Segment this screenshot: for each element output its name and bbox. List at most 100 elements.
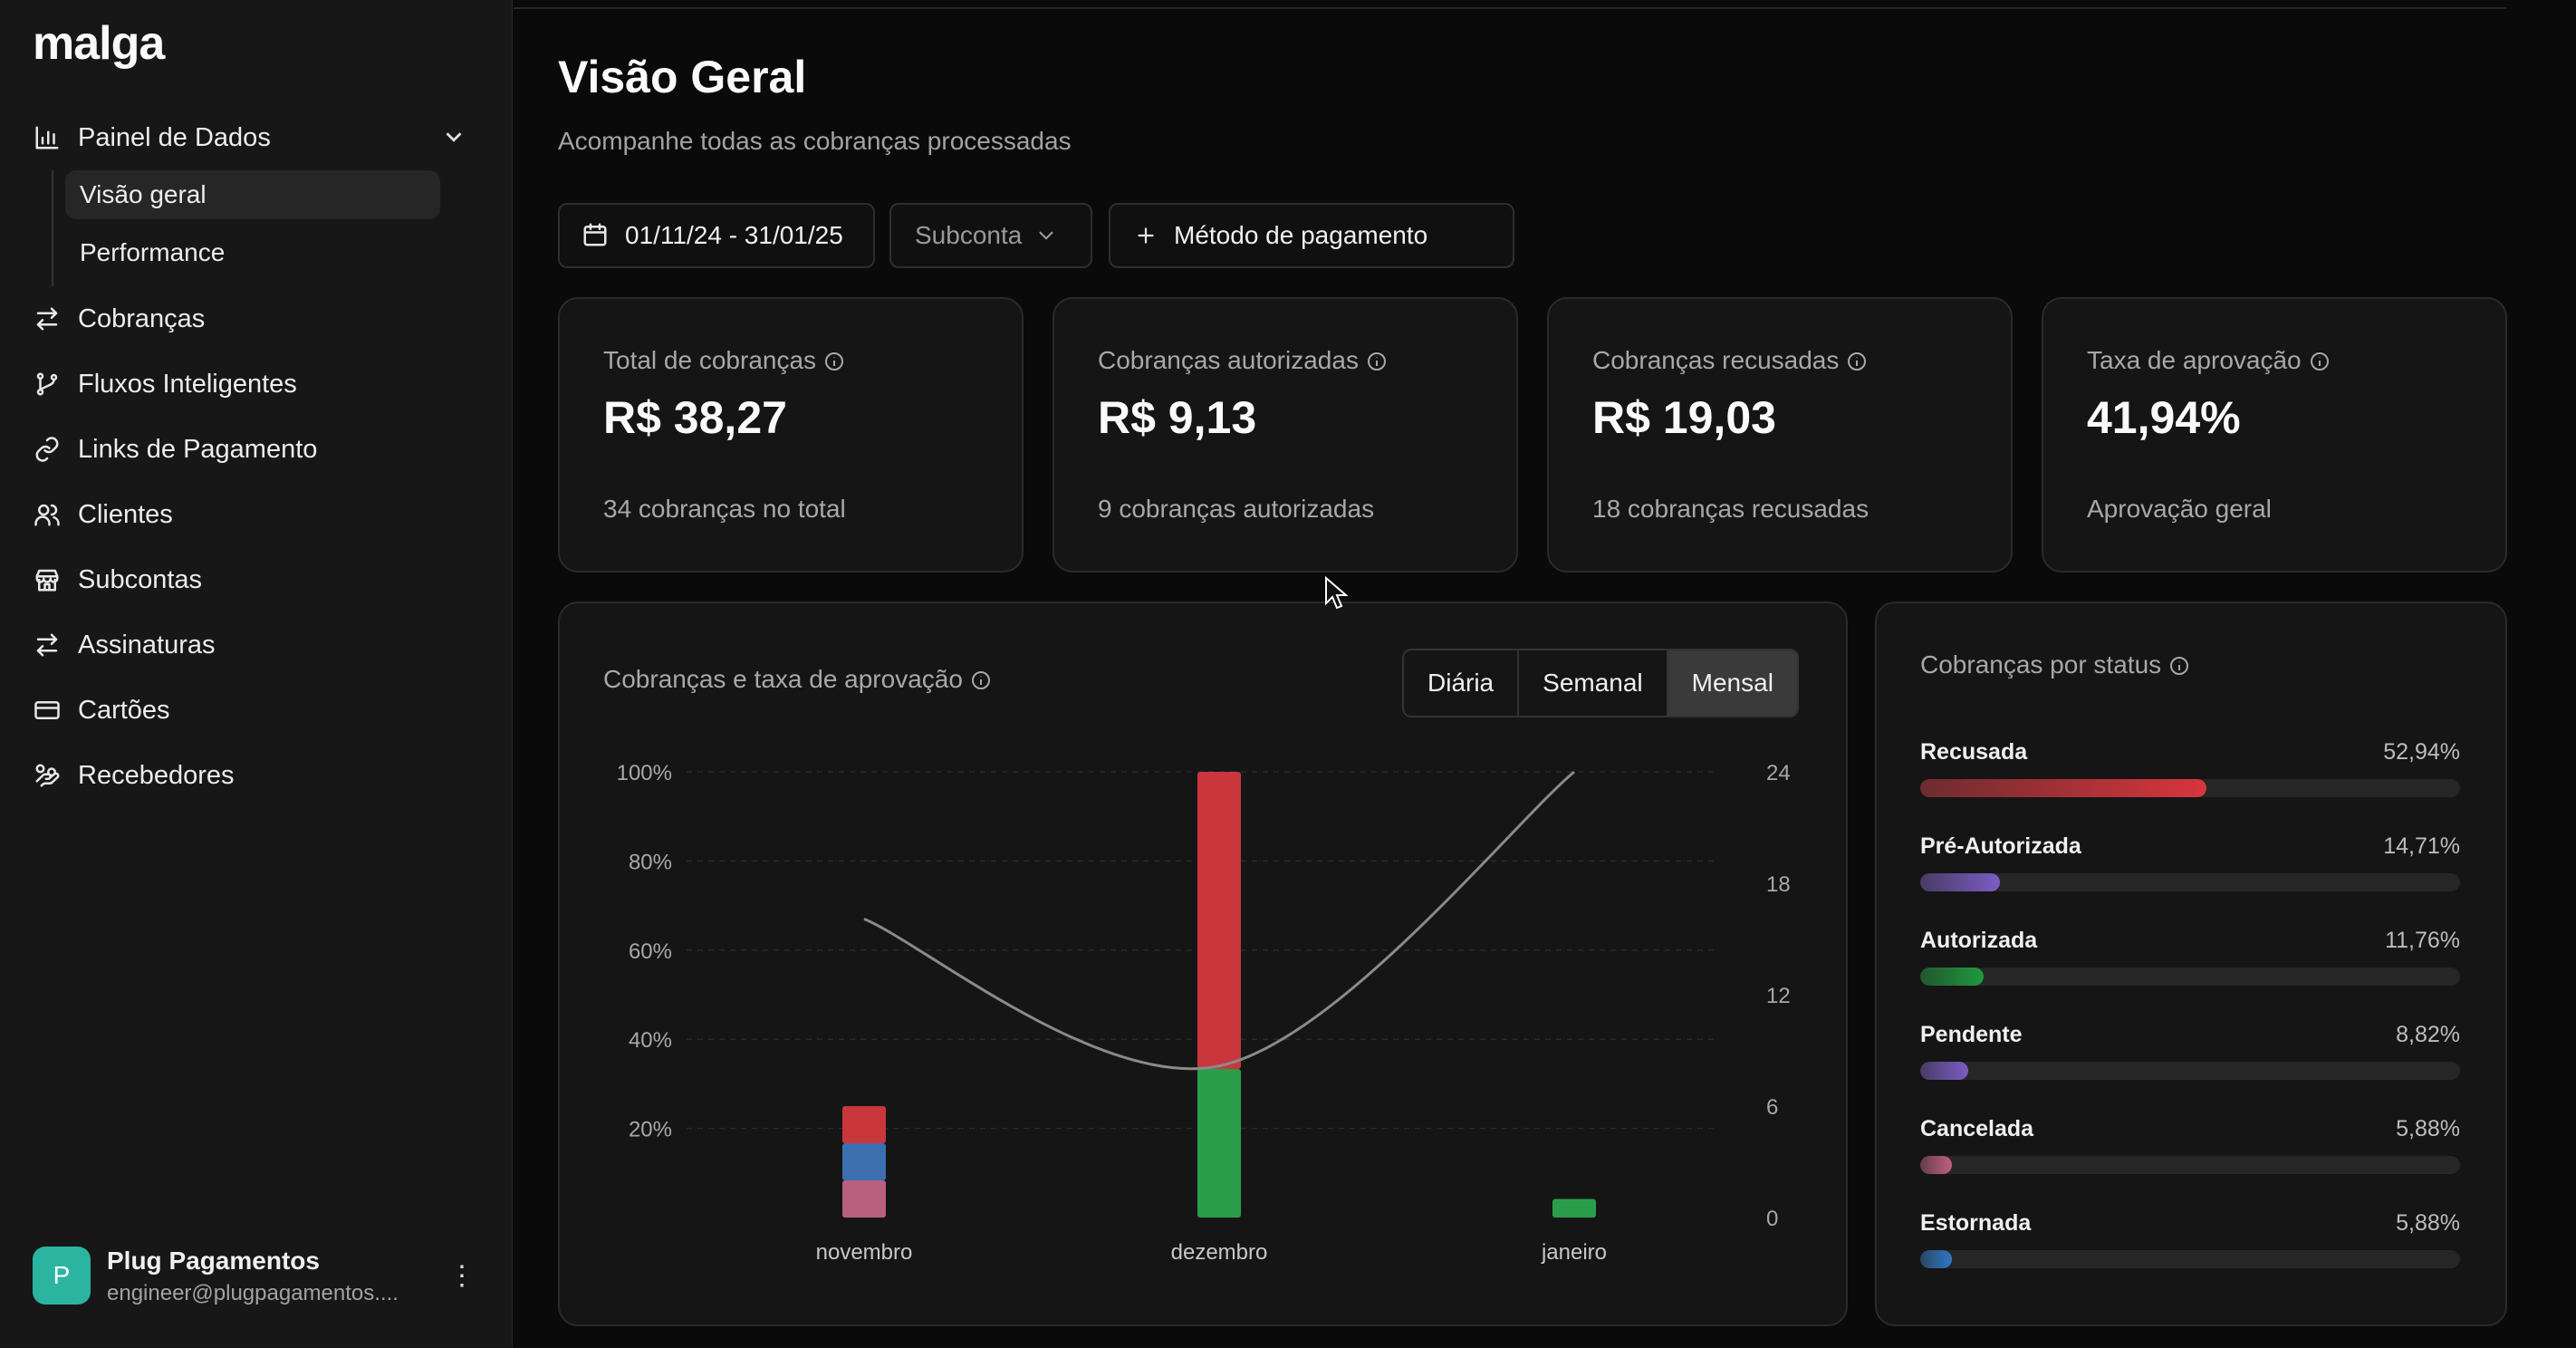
page-subtitle: Acompanhe todas as cobranças processadas — [558, 127, 1072, 155]
nav-item-label: Subcontas — [78, 564, 203, 594]
status-percent: 52,94% — [2383, 739, 2460, 765]
plus-icon — [1134, 224, 1158, 247]
card-label-wrap: Cobranças recusadas — [1592, 346, 1868, 375]
hand-coins-icon — [33, 761, 62, 790]
status-percent: 5,88% — [2396, 1210, 2460, 1236]
nav-item-clientes[interactable]: Clientes — [33, 489, 173, 540]
nav-item-cobrancas[interactable]: Cobranças — [33, 294, 205, 344]
status-name: Pendente — [1920, 1022, 2023, 1047]
x-tick-label: novembro — [816, 1240, 913, 1265]
store-icon — [33, 565, 62, 594]
date-range-label: 01/11/24 - 31/01/25 — [625, 221, 843, 249]
nav-item-label: Links de Pagamento — [78, 434, 318, 464]
info-icon[interactable] — [1846, 350, 1868, 371]
bar-segment — [1552, 1199, 1596, 1218]
nav-item-label: Clientes — [78, 499, 173, 529]
subaccount-select[interactable]: Subconta — [889, 203, 1092, 268]
users-icon — [33, 500, 62, 529]
info-icon[interactable] — [823, 350, 845, 371]
status-bar-track — [1920, 1156, 2460, 1174]
mouse-cursor-icon — [1325, 576, 1348, 610]
card-label-wrap: Cobranças autorizadas — [1098, 346, 1388, 375]
info-icon[interactable] — [2309, 350, 2331, 371]
card-total-cobrancas: Total de cobranças R$ 38,27 34 cobranças… — [558, 297, 1024, 573]
nav-item-label: Cobranças — [78, 303, 206, 333]
bar-segment — [842, 1180, 886, 1218]
card-label: Cobranças autorizadas — [1098, 346, 1359, 374]
x-tick-label: dezembro — [1171, 1240, 1268, 1265]
nav-item-cartoes[interactable]: Cartões — [33, 685, 170, 736]
git-branch-icon — [33, 370, 62, 399]
tab-mensal[interactable]: Mensal — [1668, 650, 1797, 716]
nav-item-fluxos-inteligentes[interactable]: Fluxos Inteligentes — [33, 359, 297, 409]
user-account[interactable]: P Plug Pagamentos engineer@plugpagamento… — [33, 1245, 485, 1310]
card-taxa-de-aprovacao: Taxa de aprovação 41,94% Aprovação geral — [2042, 297, 2507, 573]
status-row-recusada: Recusada 52,94% — [1920, 739, 2460, 803]
card-label: Taxa de aprovação — [2087, 346, 2302, 374]
sidebar-item-visao-geral[interactable]: Visão geral — [65, 170, 440, 219]
status-row-pre-autorizada: Pré-Autorizada 14,71% — [1920, 833, 2460, 897]
nav-item-painel-de-dados[interactable]: Painel de Dados — [33, 112, 271, 163]
status-bar-track — [1920, 1250, 2460, 1268]
nav-item-subcontas[interactable]: Subcontas — [33, 554, 202, 605]
status-percent: 5,88% — [2396, 1116, 2460, 1141]
status-name: Pré-Autorizada — [1920, 833, 2081, 859]
payment-method-filter-button[interactable]: Método de pagamento — [1109, 203, 1514, 268]
card-subtext: 9 cobranças autorizadas — [1098, 495, 1375, 523]
bar-segment — [842, 1106, 886, 1143]
card-subtext: 34 cobranças no total — [603, 495, 846, 523]
card-label-wrap: Total de cobranças — [603, 346, 845, 375]
y-left-tick-label: 60% — [629, 939, 672, 964]
chevron-down-icon[interactable] — [440, 123, 469, 152]
user-email: engineer@plugpagamentos.... — [107, 1281, 399, 1305]
submenu-divider — [52, 170, 53, 286]
nav-item-label: Recebedores — [78, 760, 235, 790]
status-bar-fill — [1920, 1250, 1953, 1268]
nav-item-links-de-pagamento[interactable]: Links de Pagamento — [33, 424, 317, 475]
date-range-button[interactable]: 01/11/24 - 31/01/25 — [558, 203, 875, 268]
card-label: Total de cobranças — [603, 346, 817, 374]
status-name: Cancelada — [1920, 1116, 2034, 1141]
nav-item-assinaturas[interactable]: Assinaturas — [33, 620, 216, 670]
malga-logo[interactable]: malga — [33, 17, 165, 70]
nav-item-recebedores[interactable]: Recebedores — [33, 750, 235, 801]
status-bar-track — [1920, 779, 2460, 797]
status-name: Recusada — [1920, 739, 2028, 765]
approval-rate-line — [863, 770, 1575, 1071]
repeat-icon — [33, 631, 62, 660]
card-cobrancas-recusadas: Cobranças recusadas R$ 19,03 18 cobrança… — [1547, 297, 2013, 573]
info-icon[interactable] — [1366, 350, 1388, 371]
chevron-down-icon — [1034, 224, 1058, 247]
info-icon[interactable] — [2168, 654, 2190, 676]
status-row-pendente: Pendente 8,82% — [1920, 1022, 2460, 1085]
user-name: Plug Pagamentos — [107, 1247, 320, 1275]
more-vertical-icon[interactable]: ⋮ — [448, 1260, 476, 1291]
nav-item-label: Assinaturas — [78, 630, 216, 660]
bar-chart-icon — [33, 123, 62, 152]
card-value: R$ 9,13 — [1098, 392, 1257, 443]
chart-title-wrap: Cobranças e taxa de aprovação — [603, 665, 992, 694]
status-title: Cobranças por status — [1920, 650, 2162, 679]
status-bar-fill — [1920, 968, 1985, 986]
card-subtext: 18 cobranças recusadas — [1592, 495, 1870, 523]
info-icon[interactable] — [970, 669, 992, 690]
status-name: Autorizada — [1920, 928, 2038, 953]
bar-segment — [1197, 772, 1241, 1069]
y-right-tick-label: 12 — [1766, 984, 1791, 1008]
chart-title: Cobranças e taxa de aprovação — [603, 665, 963, 693]
card-value: R$ 38,27 — [603, 392, 787, 443]
avatar: P — [33, 1247, 91, 1305]
y-left-tick-label: 20% — [629, 1118, 672, 1142]
nav-item-label: Cartões — [78, 695, 170, 725]
tab-semanal[interactable]: Semanal — [1519, 650, 1668, 716]
status-bar-fill — [1920, 1156, 1953, 1174]
card-value: 41,94% — [2087, 392, 2241, 443]
status-bar-fill — [1920, 779, 2206, 797]
status-percent: 8,82% — [2396, 1022, 2460, 1047]
tab-diaria[interactable]: Diária — [1404, 650, 1520, 716]
card-cobrancas-autorizadas: Cobranças autorizadas R$ 9,13 9 cobrança… — [1053, 297, 1518, 573]
status-name: Estornada — [1920, 1210, 2032, 1236]
bar-segment — [1197, 1069, 1241, 1218]
status-row-cancelada: Cancelada 5,88% — [1920, 1116, 2460, 1180]
sidebar-item-performance[interactable]: Performance — [80, 238, 226, 266]
